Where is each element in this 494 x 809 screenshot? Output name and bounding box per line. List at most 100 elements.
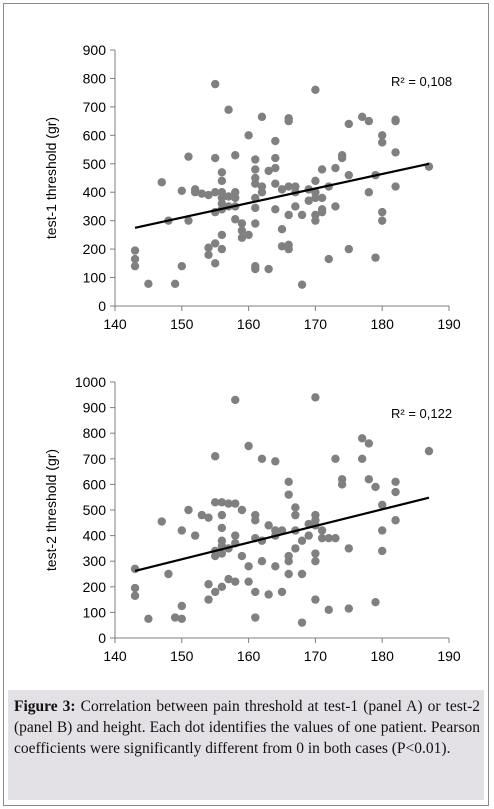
data-point (251, 179, 260, 188)
x-tick-label: 180 (371, 648, 395, 664)
data-point (344, 544, 353, 553)
data-point (271, 562, 280, 571)
data-point (257, 112, 267, 122)
y-tick-label: 100 (83, 270, 107, 286)
data-point (251, 165, 260, 174)
x-tick-label: 190 (437, 316, 461, 332)
data-point (271, 205, 280, 214)
data-point (237, 551, 247, 561)
data-point (251, 219, 260, 228)
x-tick-label: 180 (371, 316, 395, 332)
data-point (317, 526, 327, 535)
data-point (378, 207, 387, 217)
data-point (130, 254, 140, 264)
data-point (284, 244, 293, 254)
data-point (237, 505, 247, 515)
y-tick-label: 500 (83, 156, 107, 172)
data-point (224, 574, 233, 584)
data-point (284, 569, 293, 579)
y-tick-label: 1000 (75, 374, 106, 390)
y-tick-label: 400 (83, 528, 107, 544)
data-point (224, 499, 233, 508)
y-tick-label: 200 (83, 579, 107, 595)
data-point (217, 549, 227, 558)
data-point (277, 225, 287, 234)
data-point (157, 178, 166, 187)
x-axis-label: height (m) (250, 348, 313, 350)
data-point (217, 523, 227, 533)
data-point (284, 116, 293, 126)
data-point (324, 254, 333, 264)
data-point (204, 513, 213, 522)
chart-panel-a: 0 100 200 300 400 500 600 700 800 900 140 150 160 170… (4, 40, 488, 350)
data-point (317, 533, 327, 543)
data-point (177, 186, 186, 195)
data-point (231, 395, 240, 405)
data-point (344, 244, 353, 254)
y-tick-label: 800 (83, 425, 107, 441)
data-point (284, 477, 293, 487)
y-axis-label: test-2 threshold (gr) (43, 449, 59, 571)
y-tick-label: 0 (98, 630, 106, 646)
data-point (324, 605, 333, 615)
data-point (211, 551, 220, 561)
data-point (378, 546, 387, 556)
data-point (251, 193, 260, 203)
data-point (277, 242, 287, 251)
data-point (337, 153, 347, 163)
y-tick-label: 900 (83, 400, 107, 416)
data-point (391, 487, 400, 497)
data-point (204, 595, 213, 604)
r-squared-annotation: R² = 0,108 (391, 74, 452, 89)
data-point (391, 182, 400, 191)
data-point (231, 499, 240, 508)
scatter-plot-a: 0 100 200 300 400 500 600 700 800 900 140 150 160 170… (43, 42, 461, 350)
data-point (204, 190, 213, 200)
data-point (304, 196, 313, 205)
data-point (391, 477, 400, 487)
data-point (190, 185, 200, 194)
x-tick-label: 160 (237, 648, 261, 664)
data-point (244, 230, 253, 240)
data-point (217, 498, 227, 507)
data-point (364, 475, 374, 484)
data-point (264, 590, 273, 599)
data-point (391, 116, 400, 126)
data-point (311, 595, 320, 604)
data-point (130, 246, 140, 255)
data-point (251, 203, 260, 213)
data-point (217, 230, 227, 240)
data-point (264, 264, 273, 274)
data-point (284, 182, 293, 191)
data-point (204, 250, 213, 259)
data-point (378, 138, 387, 147)
data-point (244, 577, 253, 586)
data-point (311, 393, 320, 402)
data-point (271, 163, 280, 173)
data-point (357, 454, 367, 463)
data-point (284, 490, 293, 499)
data-point (324, 533, 333, 543)
data-point (164, 569, 173, 579)
y-tick-label: 300 (83, 213, 107, 229)
data-point (237, 226, 247, 235)
data-point (177, 601, 186, 611)
data-point (144, 279, 153, 289)
caption-label: Figure 3: (14, 698, 76, 715)
data-point (211, 259, 220, 268)
y-tick-label: 0 (98, 298, 106, 314)
data-point (177, 614, 186, 623)
data-point (317, 207, 327, 217)
data-point (251, 516, 260, 525)
data-point (217, 510, 227, 520)
data-point (231, 577, 240, 586)
x-tick-label: 170 (304, 316, 328, 332)
y-tick-label: 700 (83, 99, 107, 115)
data-point (177, 261, 186, 271)
data-point (177, 526, 186, 535)
data-point (231, 151, 240, 160)
data-point (211, 79, 220, 89)
data-point (130, 591, 140, 600)
data-point (251, 587, 260, 597)
data-point (311, 85, 320, 95)
